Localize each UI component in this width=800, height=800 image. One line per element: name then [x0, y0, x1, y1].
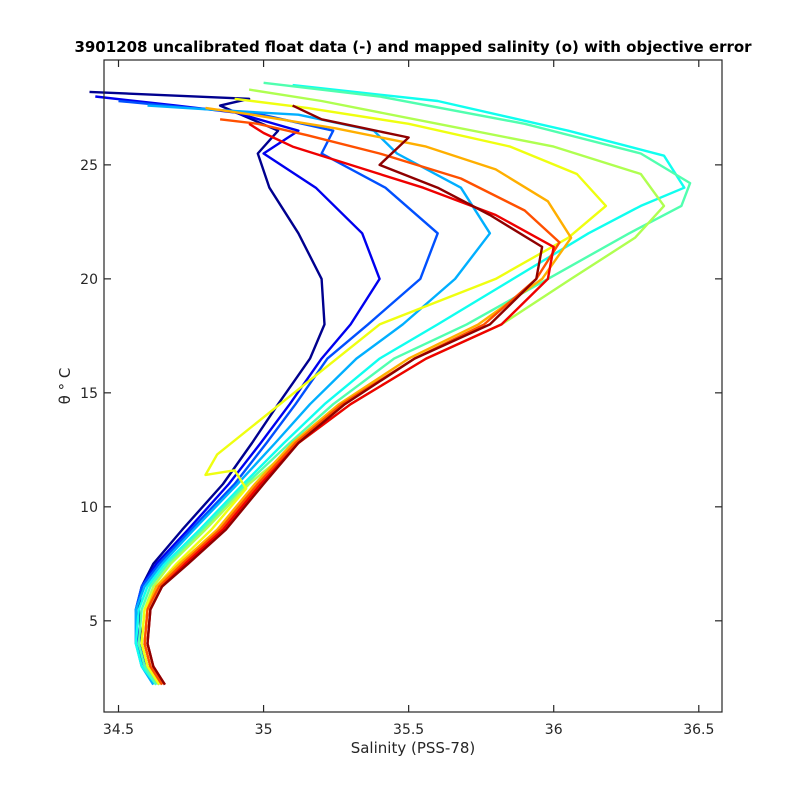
x-tick-label: 35 [255, 722, 273, 738]
series-line-5 [137, 81, 692, 686]
plot-frame [103, 59, 723, 713]
series-line-11 [146, 104, 544, 686]
y-axis-label: θ ° C [56, 368, 74, 405]
x-tick-label: 36 [545, 722, 563, 738]
series-line-4 [134, 83, 686, 686]
y-tick-label: 10 [80, 500, 98, 516]
y-tick-label: 5 [89, 614, 98, 630]
y-tick-label: 25 [80, 158, 98, 174]
series-line-3 [134, 104, 492, 686]
x-axis-label: Salinity (PSS-78) [351, 739, 476, 757]
x-tick-label: 35.5 [393, 722, 424, 738]
series-line-7 [140, 97, 608, 686]
y-tick-label: 15 [80, 386, 98, 402]
tick-layer: 34.5 35 35.5 36 36.5 5 10 15 20 25 [80, 60, 722, 738]
plot-background [104, 60, 722, 712]
y-tick-label: 20 [80, 272, 98, 288]
x-tick-label: 36.5 [683, 722, 714, 738]
chart-title: 3901208 uncalibrated float data (-) and … [74, 38, 752, 56]
x-tick-label: 34.5 [103, 722, 134, 738]
series-layer [89, 81, 692, 686]
